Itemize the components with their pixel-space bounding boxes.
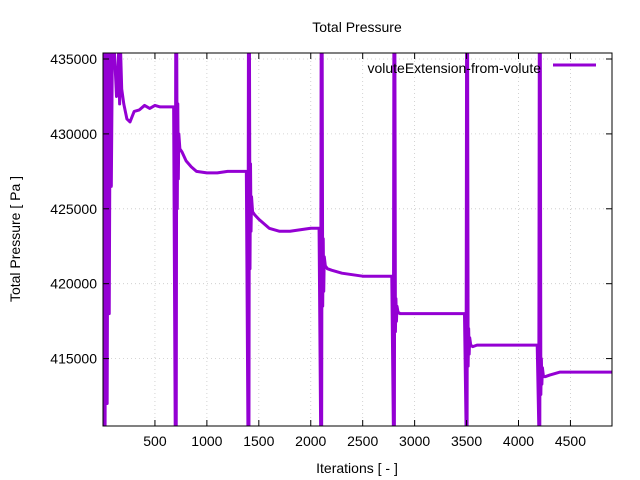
x-axis-ticks: 500 1000 1500 2000 2500 3000 3500 4000 4500 <box>143 53 586 449</box>
x-tick-label: 2000 <box>295 433 326 449</box>
y-tick-label: 425000 <box>50 201 97 217</box>
legend: voluteExtension-from-volute <box>367 60 596 76</box>
series-group <box>103 53 612 426</box>
chart-title: Total Pressure <box>312 19 402 35</box>
legend-label: voluteExtension-from-volute <box>367 60 541 76</box>
x-axis-label: Iterations [ - ] <box>316 460 398 476</box>
y-tick-label: 415000 <box>50 351 97 367</box>
x-tick-label: 1000 <box>191 433 222 449</box>
y-tick-label: 420000 <box>50 276 97 292</box>
y-tick-label: 435000 <box>50 51 97 67</box>
x-tick-label: 4500 <box>555 433 586 449</box>
x-tick-label: 4000 <box>503 433 534 449</box>
y-tick-label: 430000 <box>50 126 97 142</box>
y-axis-label: Total Pressure [ Pa ] <box>7 176 23 302</box>
plot-border <box>102 52 613 427</box>
y-axis-ticks: 415000 420000 425000 430000 435000 <box>50 51 612 367</box>
grid-lines <box>103 53 612 426</box>
series-line <box>103 53 612 426</box>
x-tick-label: 2500 <box>347 433 378 449</box>
x-tick-label: 3500 <box>451 433 482 449</box>
x-tick-label: 1500 <box>243 433 274 449</box>
x-tick-label: 500 <box>143 433 167 449</box>
x-tick-label: 3000 <box>399 433 430 449</box>
